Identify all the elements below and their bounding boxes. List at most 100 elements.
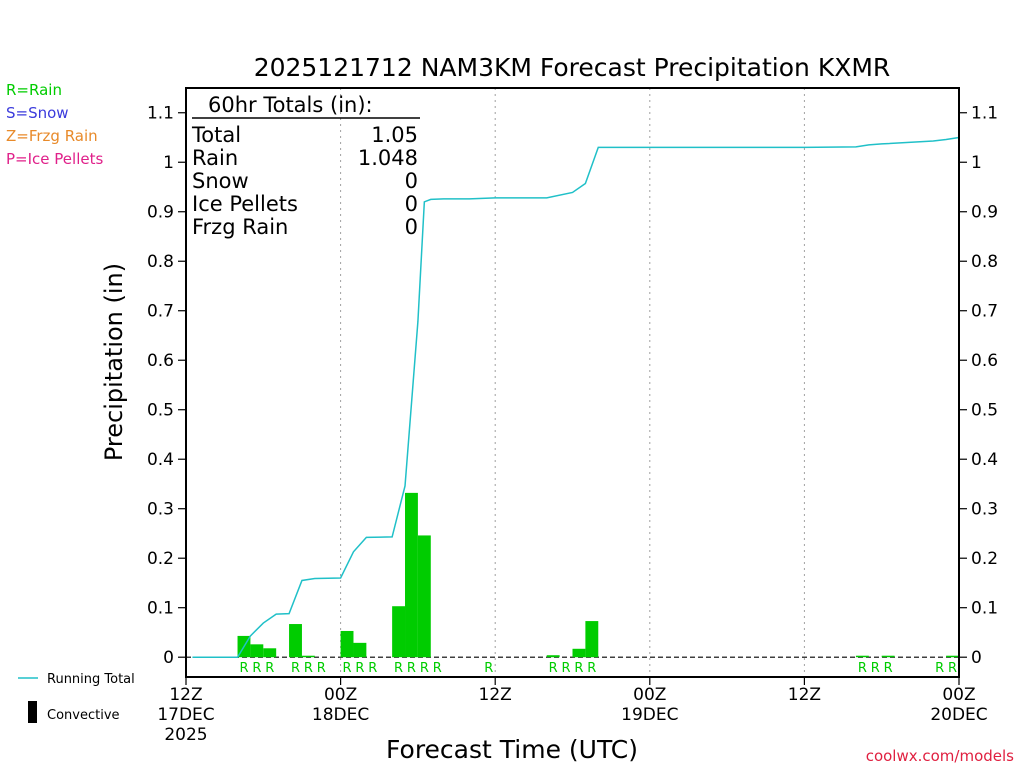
precip-type-label: R <box>574 661 583 676</box>
running-total-legend-label: Running Total <box>47 672 135 687</box>
y-tick-label-right: 0.2 <box>971 549 998 569</box>
x-tick-label: 12Z <box>788 685 821 705</box>
precip-type-label: R <box>304 661 313 676</box>
precip-bar <box>946 655 959 658</box>
precip-type-label: R <box>265 661 274 676</box>
y-tick-label-right: 0.8 <box>971 252 998 272</box>
x-tick-label: 00Z <box>633 685 666 705</box>
totals-row-value: 0 <box>405 192 418 216</box>
convective-legend-label: Convective <box>47 708 120 723</box>
precip-type-legend: R=Rain S=Snow Z=Frzg Rain P=Ice Pellets <box>6 81 103 168</box>
precip-bar <box>289 624 302 658</box>
y-tick-label-right: 1 <box>971 153 982 173</box>
y-tick-label-left: 0 <box>163 648 174 668</box>
y-tick-label-left: 0.5 <box>147 401 174 421</box>
precip-type-label: R <box>291 661 300 676</box>
precip-bar <box>855 655 869 658</box>
y-tick-label-left: 1 <box>163 153 174 173</box>
precip-type-label: R <box>252 661 261 676</box>
precip-type-label: R <box>587 661 596 676</box>
y-tick-label-right: 0.5 <box>971 401 998 421</box>
totals-row-value: 1.048 <box>358 146 418 170</box>
y-tick-label-right: 0.1 <box>971 599 998 619</box>
x-tick-label: 17DEC <box>157 705 214 725</box>
precip-bar <box>417 535 431 658</box>
y-tick-label-left: 0.9 <box>147 203 174 223</box>
x-tick-label: 2025 <box>164 725 207 745</box>
precip-bar <box>405 492 418 658</box>
totals-box: 60hr Totals (in): Total 1.05 Rain 1.048 Snow… <box>191 93 420 239</box>
convective-legend-swatch <box>28 701 37 723</box>
precip-type-label: R <box>858 661 867 676</box>
x-tick-label: 12Z <box>169 685 202 705</box>
y-tick-label-left: 0.7 <box>147 302 174 322</box>
totals-row-label: Total <box>191 123 241 147</box>
precip-bar <box>585 621 599 658</box>
precip-bar <box>881 655 895 658</box>
y-tick-label-left: 0.2 <box>147 549 174 569</box>
precip-bar <box>340 630 354 658</box>
precip-type-label: R <box>935 661 944 676</box>
precip-type-label: R <box>407 661 416 676</box>
y-tick-label-right: 0.3 <box>971 500 998 520</box>
y-axis-left: 0 0.1 0.2 0.3 0.4 0.5 0.6 0.7 0.8 0.9 1 1.1 <box>147 104 186 668</box>
x-tick-label: 20DEC <box>930 705 987 725</box>
precip-type-label: R <box>433 661 442 676</box>
y-tick-label-right: 0.7 <box>971 302 998 322</box>
totals-row-value: 0 <box>405 215 418 239</box>
precip-type-label: R <box>884 661 893 676</box>
x-axis-title: Forecast Time (UTC) <box>386 735 638 764</box>
totals-rows: Total 1.05 Rain 1.048 Snow 0 Ice Pellets 0 Frzg … <box>191 123 418 239</box>
y-tick-label-right: 0.4 <box>971 450 998 470</box>
precip-bar <box>301 655 315 658</box>
precip-type-label: R <box>317 661 326 676</box>
chart-title: 2025121712 NAM3KM Forecast Precipitation… <box>254 53 891 82</box>
y-tick-label-left: 0.6 <box>147 351 174 371</box>
y-tick-label-right: 0.9 <box>971 203 998 223</box>
precip-type-label: R <box>484 661 493 676</box>
grid-lines <box>340 88 805 677</box>
totals-row-label: Frzg Rain <box>192 215 288 239</box>
x-tick-label: 12Z <box>479 685 512 705</box>
precip-type-label: R <box>948 661 957 676</box>
totals-heading: 60hr Totals (in): <box>208 93 373 117</box>
y-axis-right: 0 0.1 0.2 0.3 0.4 0.5 0.6 0.7 0.8 0.9 1 1.1 <box>959 104 998 668</box>
precip-type-label: R <box>239 661 248 676</box>
legend-frzg-rain: Z=Frzg Rain <box>6 127 98 145</box>
precip-type-label: R <box>343 661 352 676</box>
precip-type-label: R <box>355 661 364 676</box>
y-tick-label-right: 0.6 <box>971 351 998 371</box>
precip-bar <box>392 606 406 658</box>
precip-type-label: R <box>549 661 558 676</box>
legend-ice-pellets: P=Ice Pellets <box>6 150 103 168</box>
plot-frame <box>185 87 960 678</box>
precip-type-label: R <box>562 661 571 676</box>
series-legend: Running Total Convective <box>18 672 135 723</box>
totals-row-value: 0 <box>405 169 418 193</box>
totals-row-value: 1.05 <box>371 123 418 147</box>
running-total-line <box>192 136 960 658</box>
precip-bar <box>353 642 367 658</box>
precip-bar <box>263 648 277 658</box>
precip-type-label: R <box>394 661 403 676</box>
y-tick-label-left: 0.4 <box>147 450 174 470</box>
hourly-precip-bars <box>237 492 959 658</box>
legend-snow: S=Snow <box>6 104 69 122</box>
x-tick-label: 00Z <box>942 685 975 705</box>
credit-text: coolwx.com/models <box>866 747 1014 765</box>
y-tick-label-left: 0.3 <box>147 500 174 520</box>
y-tick-label-left: 0.8 <box>147 252 174 272</box>
y-tick-label-right: 0 <box>971 648 982 668</box>
precip-bar <box>546 655 560 658</box>
x-tick-label: 19DEC <box>621 705 678 725</box>
precip-type-label: R <box>368 661 377 676</box>
totals-row-label: Rain <box>192 146 238 170</box>
totals-row-label: Ice Pellets <box>192 192 298 216</box>
x-tick-label: 18DEC <box>312 705 369 725</box>
precip-type-label: R <box>871 661 880 676</box>
precip-bar <box>572 648 586 658</box>
legend-rain: R=Rain <box>6 81 62 99</box>
